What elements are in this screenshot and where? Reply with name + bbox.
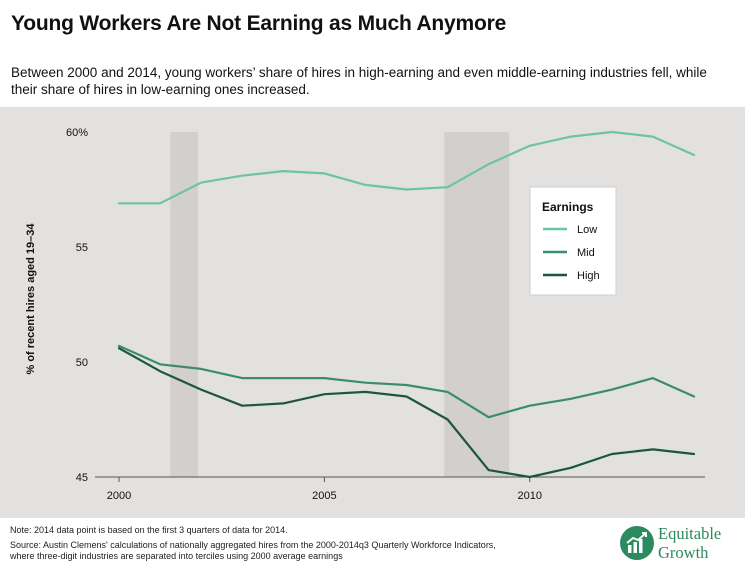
x-tick-label: 2005 — [312, 490, 336, 502]
y-axis-label: % of recent hires aged 19–34 — [25, 223, 37, 375]
series-line-mid — [117, 344, 696, 419]
source-line-1: Source: Austin Clemens' calculations of … — [10, 540, 496, 550]
legend: Earnings Low Mid High — [529, 186, 617, 296]
y-axis: 45 50 55 60% — [66, 127, 88, 484]
legend-label-mid: Mid — [577, 247, 595, 259]
chart-title: Young Workers Are Not Earning as Much An… — [11, 12, 507, 35]
chart-subtitle: Between 2000 and 2014, young workers’ sh… — [11, 64, 736, 98]
legend-label-low: Low — [577, 224, 597, 236]
brand-line-2: Growth — [658, 543, 709, 562]
line-chart: 2000 2005 2010 45 50 55 60% % of recent hires… — [25, 127, 705, 502]
brand-logo: Equitable Growth — [620, 524, 738, 570]
series-line-low — [117, 130, 696, 205]
recession-band — [170, 132, 198, 477]
y-tick-label: 45 — [76, 472, 88, 484]
x-tick-label: 2010 — [517, 490, 541, 502]
chart-footer: Note: 2014 data point is based on the fi… — [0, 518, 745, 575]
source-line-2: where three-digit industries are separat… — [10, 551, 343, 561]
legend-items: Low Mid High — [543, 224, 600, 282]
subtitle-line-2: their share of hires in low-earning ones… — [11, 82, 310, 97]
x-axis: 2000 2005 2010 — [95, 476, 705, 502]
y-tick-label: 60% — [66, 127, 88, 139]
y-tick-label: 55 — [76, 242, 88, 254]
legend-title: Earnings — [542, 200, 594, 214]
series-lines — [117, 130, 696, 479]
chart-source: Source: Austin Clemens' calculations of … — [10, 540, 590, 562]
legend-label-high: High — [577, 270, 600, 282]
recession-band — [444, 132, 510, 477]
recession-bands — [170, 132, 510, 477]
legend-box — [529, 186, 617, 296]
series-line-high — [117, 347, 696, 479]
brand-name: Equitable Growth — [658, 524, 721, 562]
x-tick-label: 2000 — [107, 490, 131, 502]
subtitle-line-1: Between 2000 and 2014, young workers’ sh… — [11, 65, 707, 80]
chart-header: Young Workers Are Not Earning as Much An… — [0, 0, 745, 107]
brand-line-1: Equitable — [658, 524, 722, 543]
chart-note: Note: 2014 data point is based on the fi… — [10, 525, 288, 535]
equitable-growth-logo-icon — [620, 526, 654, 560]
y-tick-label: 50 — [76, 357, 88, 369]
